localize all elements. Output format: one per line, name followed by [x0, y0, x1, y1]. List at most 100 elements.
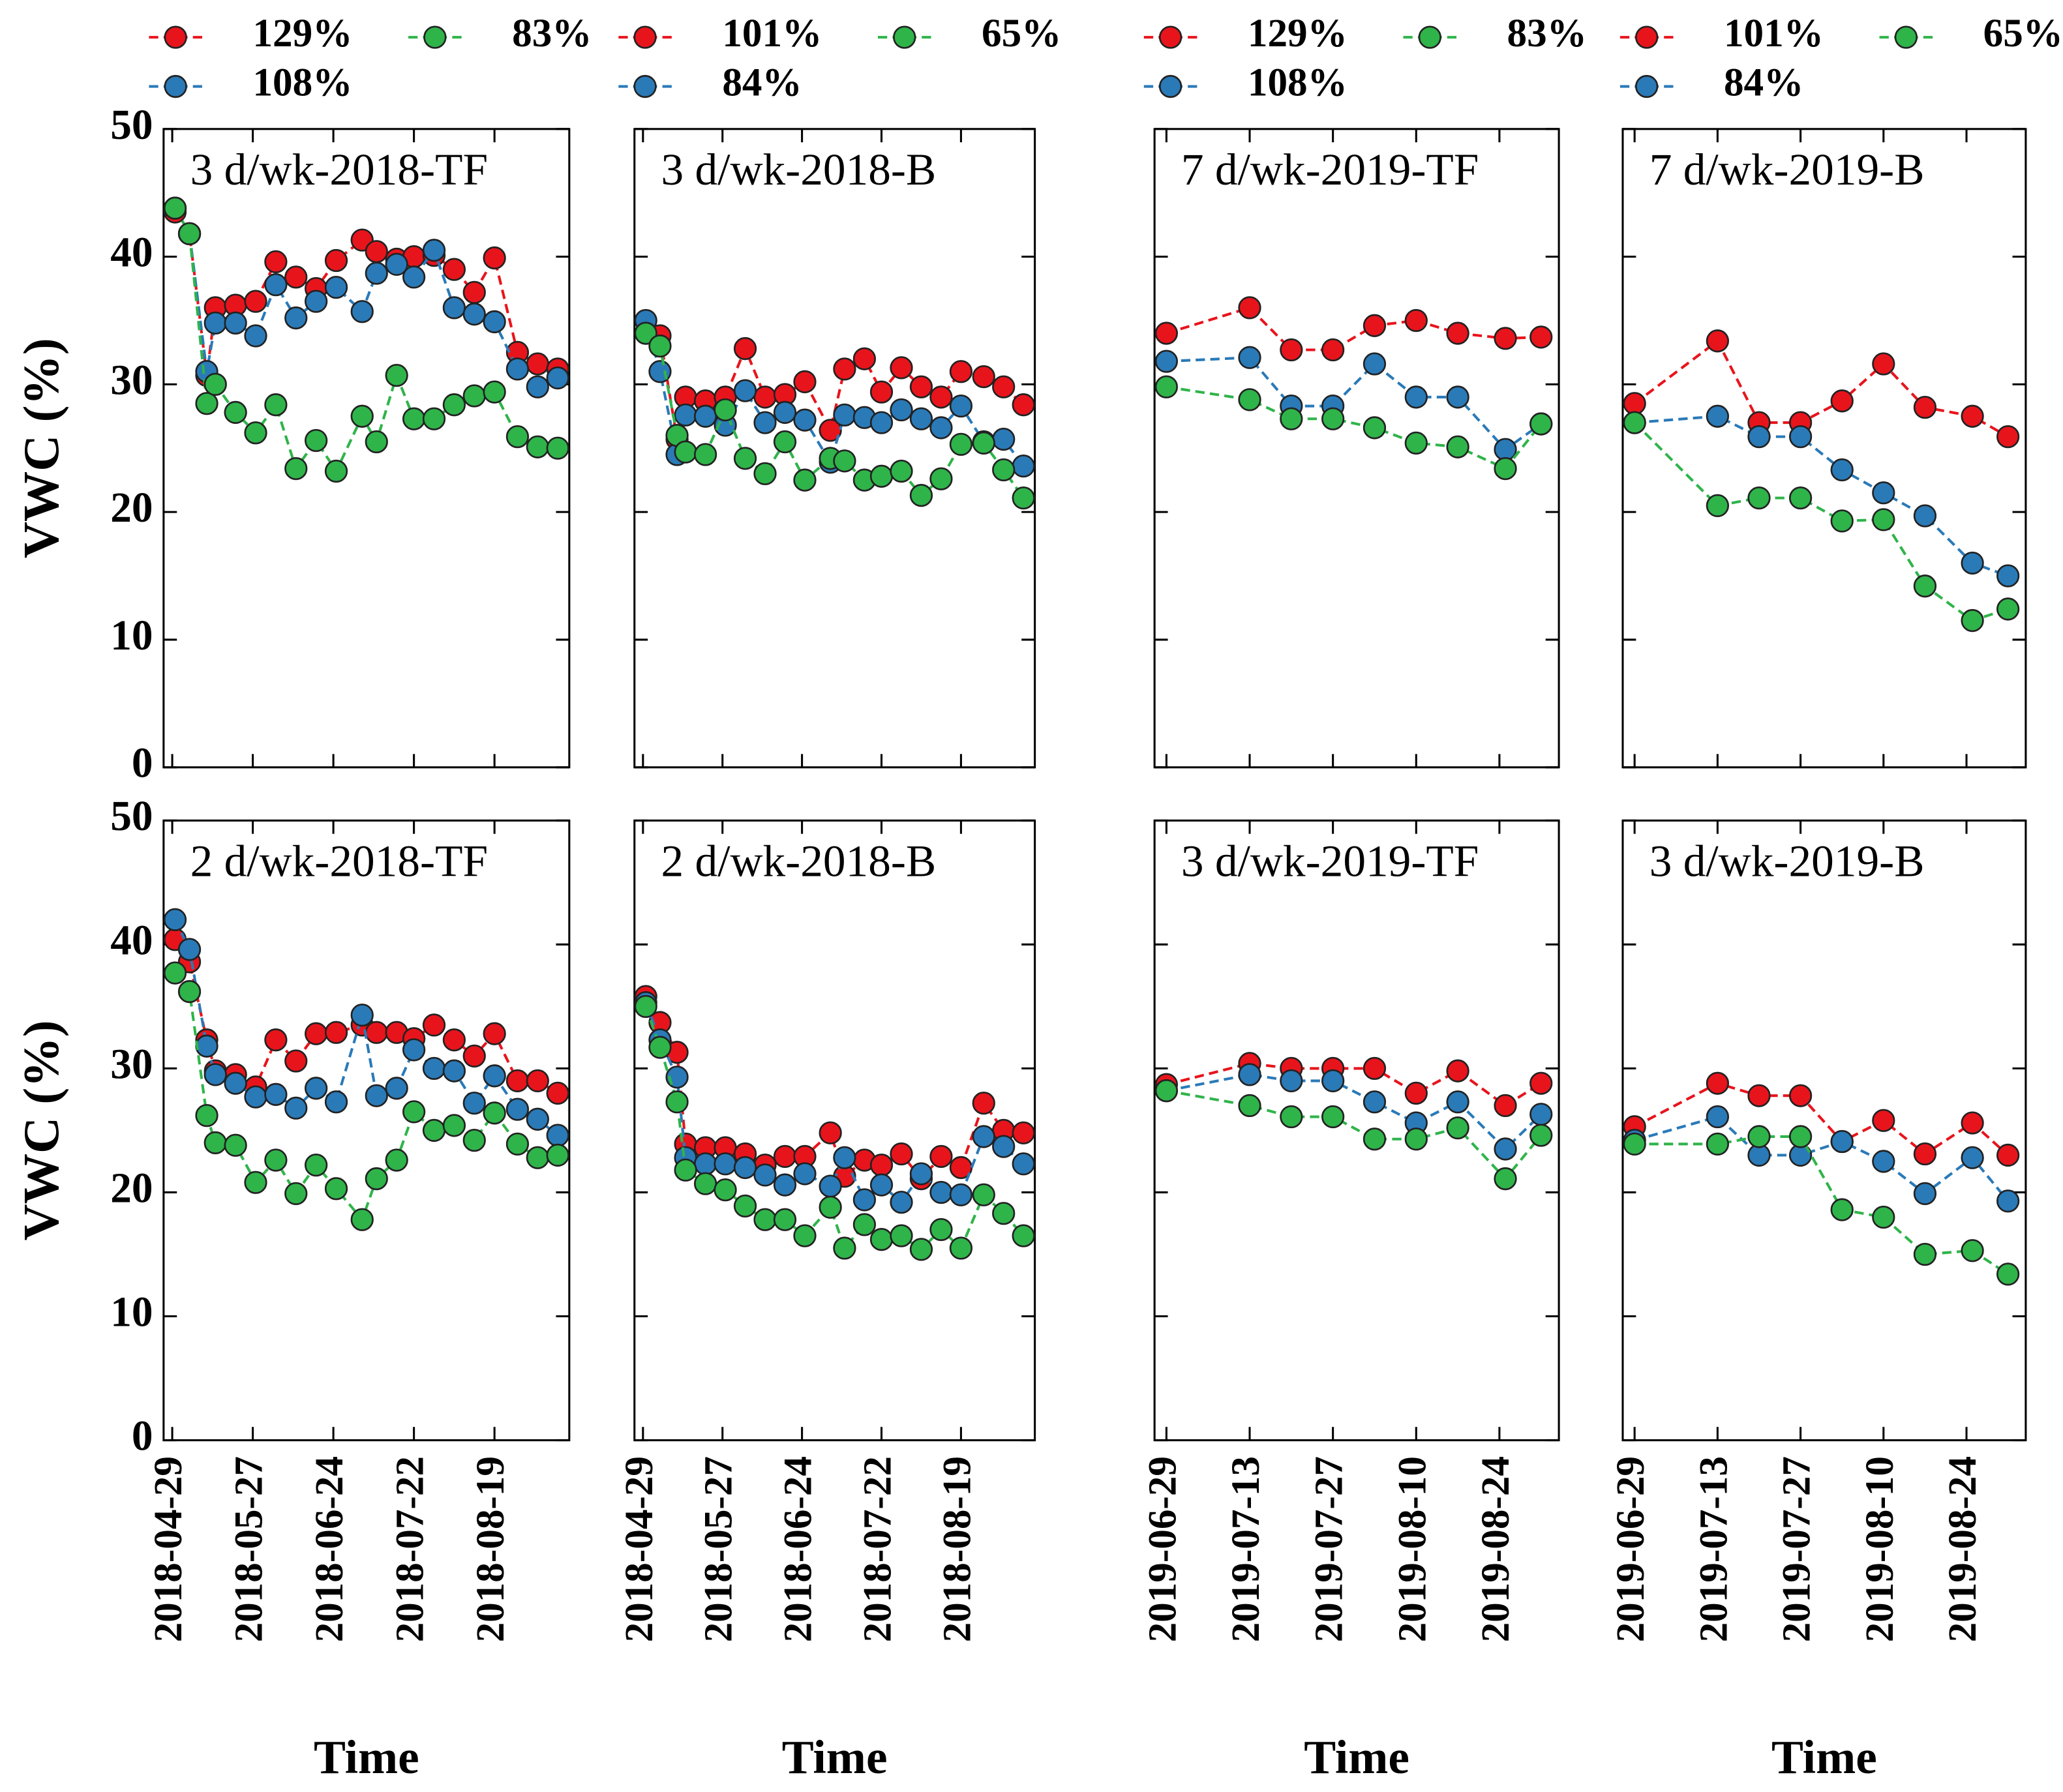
- x-tick-label: 2019-07-13: [1691, 1456, 1736, 1642]
- data-point: [304, 290, 328, 313]
- data-point: [1154, 350, 1179, 373]
- data-point: [422, 1013, 446, 1037]
- data-point: [1747, 1125, 1771, 1148]
- data-point: [264, 250, 288, 274]
- data-point: [714, 1178, 737, 1202]
- data-point: [195, 1034, 218, 1058]
- data-point: [852, 1188, 877, 1212]
- data-point: [505, 1132, 530, 1156]
- legend-marker: [164, 74, 187, 98]
- x-axis-label: Time: [1304, 1731, 1409, 1784]
- data-point: [1321, 407, 1345, 430]
- data-point: [929, 385, 953, 409]
- plot-frame: [1153, 128, 1560, 769]
- series-line: [1166, 356, 1542, 451]
- x-axis-label: Time: [1771, 1731, 1877, 1784]
- data-point: [1321, 338, 1345, 362]
- data-point: [546, 1081, 569, 1105]
- data-point: [869, 464, 894, 488]
- x-axis-label: Time: [782, 1731, 888, 1784]
- legend-marker: [1158, 25, 1182, 49]
- data-point: [890, 459, 913, 483]
- data-point: [324, 1177, 348, 1201]
- data-point: [365, 1084, 388, 1107]
- data-point: [1913, 1182, 1937, 1206]
- data-point: [1446, 385, 1469, 409]
- data-point: [365, 430, 388, 454]
- legend-marker: [423, 25, 447, 49]
- data-point: [324, 459, 348, 483]
- data-point: [526, 352, 549, 376]
- x-tick-label: 2018-04-29: [146, 1456, 190, 1642]
- data-point: [793, 1162, 817, 1186]
- data-point: [304, 1154, 328, 1177]
- x-tick-label: 2018-05-27: [227, 1456, 271, 1642]
- data-point: [195, 392, 218, 415]
- data-point: [365, 240, 388, 263]
- data-point: [1154, 321, 1179, 345]
- data-point: [324, 275, 348, 299]
- data-point: [1494, 327, 1517, 350]
- data-point: [1996, 564, 2020, 588]
- data-point: [733, 1194, 757, 1218]
- data-point: [949, 432, 973, 456]
- data-point: [1446, 1090, 1469, 1114]
- x-tick-label: 2019-07-27: [1775, 1456, 1819, 1642]
- data-point: [1494, 1094, 1517, 1118]
- data-point: [1872, 1205, 1895, 1229]
- data-point: [1404, 385, 1428, 409]
- data-point: [442, 393, 466, 417]
- data-point: [483, 246, 506, 270]
- data-point: [1280, 338, 1303, 362]
- data-point: [1706, 404, 1730, 428]
- series-line: [1633, 338, 2009, 438]
- data-point: [733, 447, 757, 470]
- x-tick-label: 2019-07-13: [1224, 1456, 1268, 1642]
- data-point: [244, 290, 267, 313]
- data-point: [909, 1238, 933, 1261]
- data-point: [304, 1077, 328, 1100]
- data-point: [224, 400, 247, 425]
- data-point: [1872, 1109, 1895, 1132]
- data-point: [244, 1085, 267, 1109]
- data-point: [648, 1036, 672, 1059]
- data-point: [284, 1182, 308, 1206]
- series-line: [1166, 1089, 1543, 1181]
- data-point: [869, 380, 894, 404]
- data-point: [992, 1135, 1016, 1158]
- data-point: [1529, 325, 1553, 349]
- data-point: [244, 324, 267, 348]
- data-point: [992, 458, 1016, 482]
- panel-title: 3 d/wk-2019-B: [1649, 836, 1925, 886]
- data-point: [1961, 404, 1984, 428]
- data-point: [1404, 1081, 1428, 1105]
- data-point: [949, 1236, 973, 1260]
- y-tick-label: 20: [110, 1165, 153, 1212]
- data-point: [1012, 486, 1035, 510]
- y-tick-label: 10: [110, 1289, 153, 1336]
- series-line: [1634, 415, 2009, 577]
- data-point: [1996, 597, 2020, 621]
- data-point: [1404, 308, 1428, 333]
- data-point: [1830, 389, 1854, 413]
- data-point: [1494, 438, 1517, 461]
- data-point: [909, 1162, 933, 1186]
- panel: 0 10 20 30 40 50 3 d/wk-2018-TF VWC (%) 129% 108%…: [13, 11, 592, 787]
- data-point: [833, 403, 856, 426]
- data-point: [1788, 486, 1813, 510]
- data-point: [833, 449, 856, 473]
- data-point: [546, 436, 569, 460]
- data-point: [949, 360, 973, 383]
- data-point: [483, 1064, 506, 1088]
- data-point: [350, 1004, 374, 1027]
- data-point: [505, 425, 530, 449]
- data-point: [264, 273, 288, 297]
- legend-marker: [1635, 25, 1659, 49]
- data-point: [1363, 352, 1387, 376]
- data-point: [869, 1154, 894, 1177]
- data-point: [693, 404, 717, 428]
- data-point: [1830, 458, 1854, 482]
- data-point: [1280, 1069, 1303, 1093]
- data-point: [1238, 388, 1261, 411]
- data-point: [505, 357, 530, 381]
